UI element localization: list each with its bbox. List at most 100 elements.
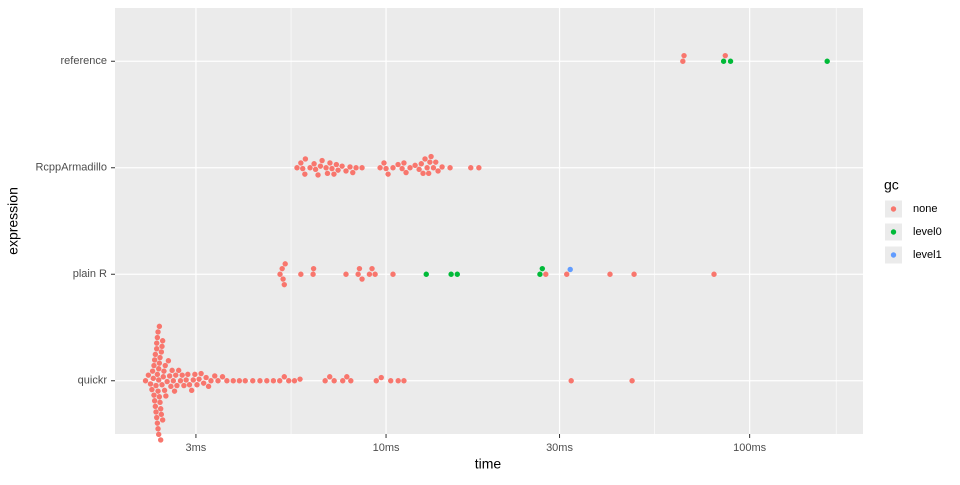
point [153,382,159,389]
point [373,378,379,384]
point [298,271,304,277]
point [395,161,401,168]
y-tick-label: plain R [73,268,107,280]
point [423,271,429,277]
point [153,346,160,352]
point [824,58,830,64]
y-axis-title: expression [5,187,21,255]
legend-marker [890,252,897,258]
point [160,374,167,380]
point [329,165,335,172]
point [435,168,441,174]
x-tick-label: 100ms [733,442,767,454]
point [383,165,389,172]
point [147,381,154,387]
point [215,378,221,384]
point [177,378,184,384]
legend-marker [890,206,897,212]
point [366,271,373,277]
point [390,271,396,277]
panel [115,8,863,434]
point [162,362,168,369]
point [205,383,212,390]
point [154,371,161,378]
point [401,160,407,166]
point [385,171,391,177]
point [416,166,422,173]
point [157,406,164,412]
point [420,170,426,177]
y-tick-label: reference [61,55,107,67]
point [427,159,433,165]
point [294,165,300,171]
point [468,165,474,171]
point [315,172,321,178]
point [156,323,163,330]
point [277,378,283,384]
point [165,358,172,364]
point [190,377,196,383]
point [454,271,460,277]
point [250,378,256,384]
point [192,371,198,378]
point [722,52,728,59]
point [150,375,156,382]
point [155,329,161,335]
point [194,382,200,388]
point [212,373,218,379]
point [403,169,409,176]
point [412,162,418,169]
point [264,378,270,384]
point [185,371,191,378]
point [372,271,378,277]
point [174,382,180,389]
point [388,378,394,384]
point [543,271,549,277]
point [219,374,226,380]
point [359,276,365,282]
point [236,378,243,384]
point [153,409,159,415]
legend-marker [890,229,897,235]
point [158,349,165,355]
point [155,426,161,432]
legend-label: level0 [913,226,942,238]
point [158,411,165,418]
point [343,271,349,277]
point [381,160,387,166]
point [327,160,333,166]
point [430,165,437,171]
point [281,281,287,288]
point [711,271,717,277]
point [323,165,329,171]
point [418,161,424,167]
point [428,153,434,160]
point [407,165,413,171]
point [208,378,214,384]
point [425,170,432,177]
point [395,378,401,384]
point [151,362,157,369]
point [300,165,306,172]
point [200,380,207,386]
point [183,377,189,383]
point [163,393,169,399]
point [424,165,430,171]
point [631,271,637,277]
x-tick-label: 10ms [373,442,400,454]
point [727,58,734,64]
point [448,271,454,277]
point [311,161,317,167]
point [186,382,193,388]
point [151,392,157,398]
point [156,366,162,372]
point [277,271,283,277]
point [170,378,177,384]
point [333,161,340,168]
point [151,357,158,363]
point [310,265,317,272]
point [680,58,686,64]
point [224,378,230,384]
point [401,378,407,384]
